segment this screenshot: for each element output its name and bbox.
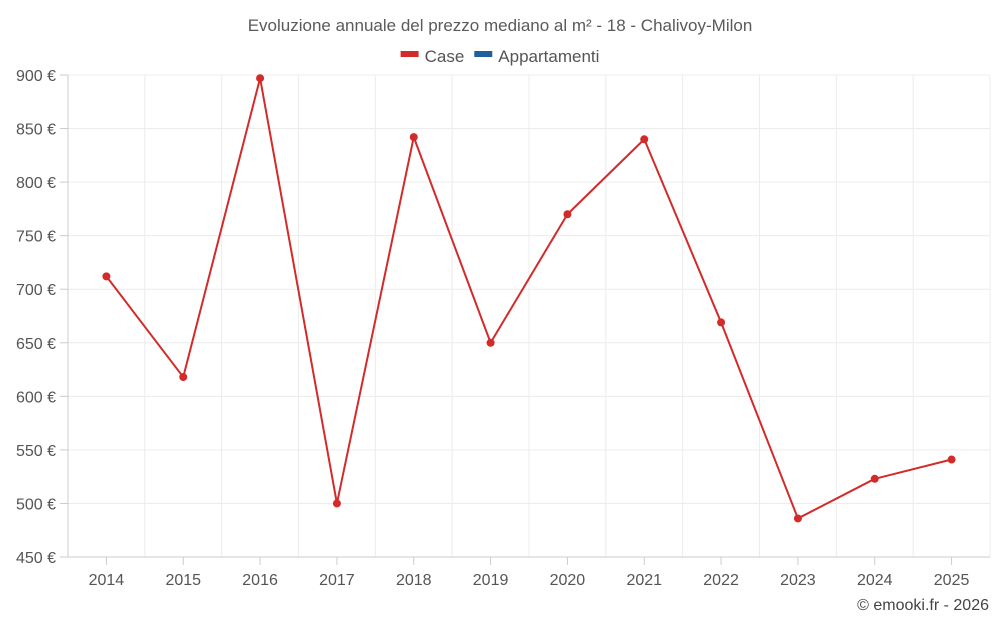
series-layer: 2014: 712 € 2015: 618 € 2016: 897 € 2017: 5…	[102, 74, 956, 523]
y-tick-label: 700 €	[16, 282, 56, 299]
legend-item-appartamenti[interactable]: Appartamenti	[474, 47, 599, 66]
series-line-case	[105, 77, 952, 520]
y-tick-label: 850 €	[16, 122, 56, 139]
data-point-case[interactable]: 2014: 712 €	[102, 272, 111, 281]
legend-swatch	[474, 51, 493, 57]
y-tick-label: 900 €	[16, 68, 56, 85]
y-tick-label: 800 €	[16, 175, 56, 192]
x-tick-label: 2016	[242, 572, 278, 589]
data-point-case[interactable]: 2025: 541 €	[947, 455, 956, 464]
legend-label: Case	[425, 47, 465, 66]
x-tick-label: 2025	[934, 572, 970, 589]
x-tick-label: 2015	[165, 572, 201, 589]
y-tick-label: 450 €	[16, 550, 56, 567]
x-tick-label: 2022	[703, 572, 739, 589]
axes: 450 € 500 € 550 € 600 € 650 € 700 € 750 € 800 €…	[16, 68, 990, 589]
data-point-case[interactable]: 2018: 842 €	[409, 133, 418, 142]
chart-title: Evoluzione annuale del prezzo mediano al…	[248, 16, 753, 35]
y-tick-label: 550 €	[16, 443, 56, 460]
data-point-case[interactable]: 2023: 486 €	[793, 514, 802, 523]
x-tick-label: 2014	[89, 572, 125, 589]
data-point-case[interactable]: 2015: 618 €	[179, 373, 188, 382]
x-tick-label: 2019	[473, 572, 509, 589]
legend-swatch	[400, 51, 419, 57]
y-tick-label: 750 €	[16, 229, 56, 246]
y-tick-label: 650 €	[16, 336, 56, 353]
legend-label: Appartamenti	[498, 47, 599, 66]
legend: Case Appartamenti	[400, 47, 599, 66]
credit-text: © emooki.fr - 2026	[857, 597, 989, 614]
grid	[67, 74, 991, 557]
data-point-case[interactable]: 2016: 897 €	[256, 74, 265, 83]
data-point-case[interactable]: 2022: 669 €	[717, 318, 726, 327]
x-tick-label: 2017	[319, 572, 355, 589]
y-tick-label: 600 €	[16, 389, 56, 406]
data-point-case[interactable]: 2017: 500 €	[332, 499, 341, 508]
data-point-case[interactable]: 2021: 840 €	[640, 135, 649, 144]
x-tick-label: 2021	[626, 572, 662, 589]
data-point-case[interactable]: 2019: 650 €	[486, 338, 495, 347]
x-tick-label: 2023	[780, 572, 816, 589]
data-point-case[interactable]: 2024: 523 €	[870, 474, 879, 483]
data-point-case[interactable]: 2020: 770 €	[563, 210, 572, 219]
x-tick-label: 2020	[550, 572, 586, 589]
y-tick-label: 500 €	[16, 496, 56, 513]
x-tick-label: 2024	[857, 572, 893, 589]
x-tick-label: 2018	[396, 572, 432, 589]
legend-item-case[interactable]: Case	[400, 47, 465, 66]
